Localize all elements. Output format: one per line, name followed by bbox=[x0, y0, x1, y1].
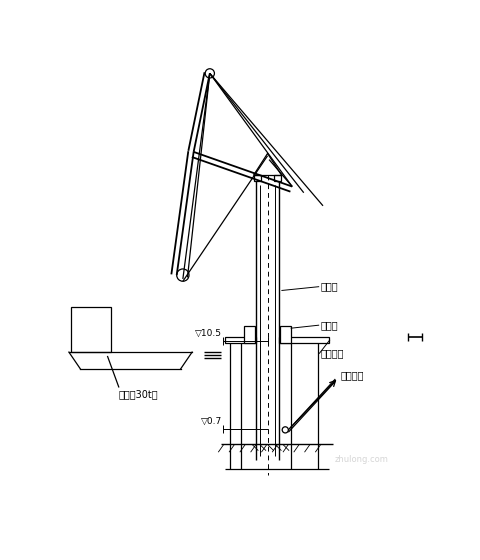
Bar bbox=[71, 307, 111, 352]
Text: 浮吊（30t）: 浮吊（30t） bbox=[119, 389, 158, 399]
Text: ▽0.7: ▽0.7 bbox=[201, 417, 222, 426]
Bar bbox=[244, 326, 255, 343]
Text: 钢护筒: 钢护筒 bbox=[321, 282, 338, 292]
Bar bbox=[280, 326, 291, 343]
Text: ▽10.5: ▽10.5 bbox=[195, 329, 222, 338]
Bar bbox=[254, 175, 261, 181]
Bar bbox=[279, 337, 329, 343]
Text: 牵引锚系: 牵引锚系 bbox=[341, 370, 364, 380]
Bar bbox=[275, 175, 281, 181]
Text: 施工平台: 施工平台 bbox=[321, 349, 344, 358]
Text: zhulong.com: zhulong.com bbox=[335, 455, 388, 464]
Text: 导向架: 导向架 bbox=[321, 320, 338, 330]
Bar bbox=[225, 337, 256, 343]
